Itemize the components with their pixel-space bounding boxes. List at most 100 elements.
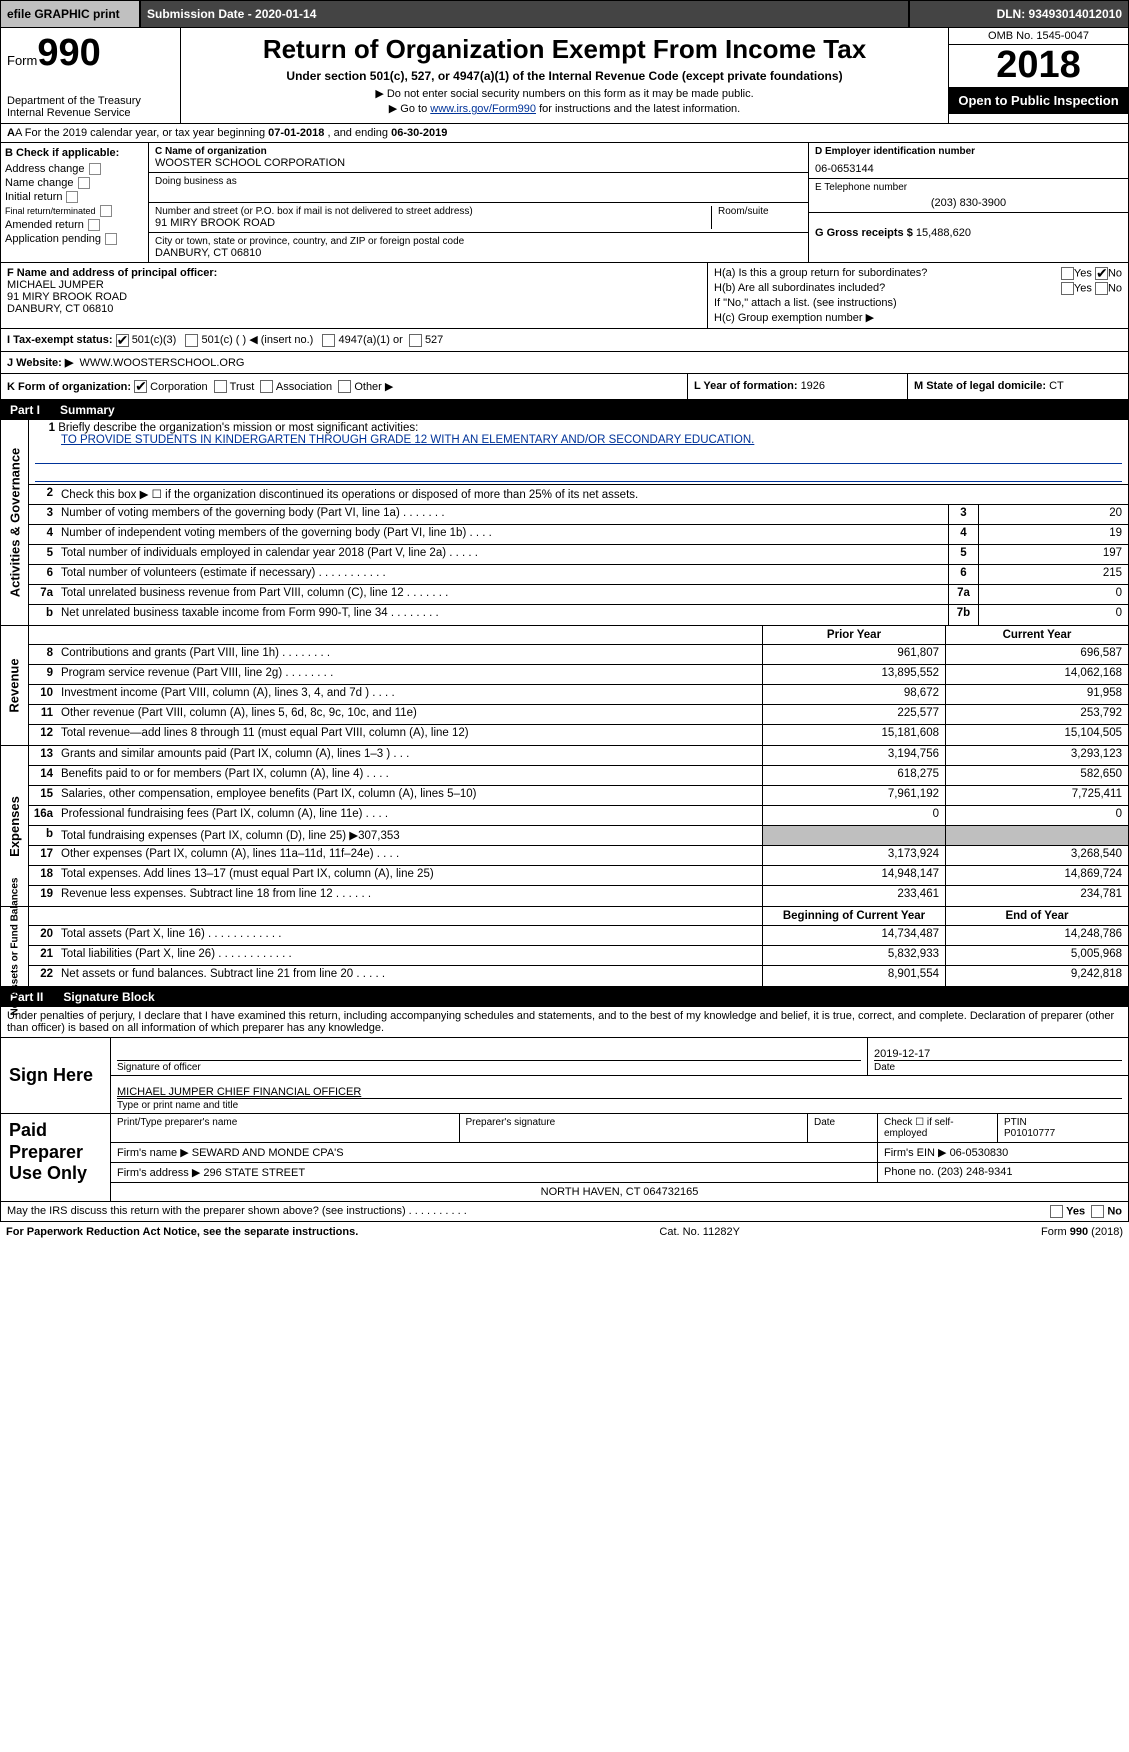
form-header: Form990 Department of the TreasuryIntern… (0, 28, 1129, 124)
chk-501c[interactable] (185, 334, 198, 347)
section-d-e-g: D Employer identification number 06-0653… (808, 143, 1128, 262)
chk-discuss-no[interactable] (1091, 1205, 1104, 1218)
submission-date: Submission Date - 2020-01-14 (140, 0, 909, 28)
table-row: 10Investment income (Part VIII, column (… (29, 685, 1128, 705)
part2-header: Part IISignature Block (0, 987, 1129, 1007)
line7a-val: 0 (978, 585, 1128, 604)
firm-ein: 06-0530830 (950, 1147, 1009, 1159)
org-street: 91 MIRY BROOK ROAD (155, 217, 705, 229)
table-row: 8Contributions and grants (Part VIII, li… (29, 645, 1128, 665)
officer-name: MICHAEL JUMPER (7, 279, 104, 291)
chk-final-return[interactable] (100, 205, 112, 217)
year-formation: 1926 (801, 380, 825, 392)
chk-4947[interactable] (322, 334, 335, 347)
sig-date: 2019-12-17 (874, 1048, 1122, 1060)
chk-group-yes[interactable] (1061, 267, 1074, 280)
chk-group-no[interactable] (1095, 267, 1108, 280)
chk-527[interactable] (409, 334, 422, 347)
chk-discuss-yes[interactable] (1050, 1205, 1063, 1218)
chk-assoc[interactable] (260, 380, 273, 393)
chk-pending[interactable] (105, 233, 117, 245)
row-j: J Website: ▶ WWW.WOOSTERSCHOOL.ORG (0, 352, 1129, 374)
chk-sub-no[interactable] (1095, 282, 1108, 295)
org-city: DANBURY, CT 06810 (155, 247, 802, 259)
table-row: 20Total assets (Part X, line 16) . . . .… (29, 926, 1128, 946)
dept-treasury: Department of the TreasuryInternal Reven… (7, 95, 141, 119)
chk-corp[interactable] (134, 380, 147, 393)
revenue-section: Revenue Prior YearCurrent Year 8Contribu… (0, 626, 1129, 746)
section-b: B Check if applicable: Address change Na… (1, 143, 149, 262)
form-prefix: Form (7, 53, 37, 68)
line5-val: 197 (978, 545, 1128, 564)
line3-val: 20 (978, 505, 1128, 524)
signature-block: Under penalties of perjury, I declare th… (0, 1007, 1129, 1114)
activities-governance: Activities & Governance 1 Briefly descri… (0, 420, 1129, 626)
section-c: C Name of organization WOOSTER SCHOOL CO… (149, 143, 808, 262)
chk-initial-return[interactable] (66, 191, 78, 203)
row-a-tax-year: AA For the 2019 calendar year, or tax ye… (0, 124, 1129, 143)
top-bar: efile GRAPHIC print Submission Date - 20… (0, 0, 1129, 28)
block-b-through-g: B Check if applicable: Address change Na… (0, 143, 1129, 263)
chk-address-change[interactable] (89, 163, 101, 175)
table-row: 16aProfessional fundraising fees (Part I… (29, 806, 1128, 826)
phone-value: (203) 830-3900 (815, 197, 1122, 209)
row-i: I Tax-exempt status: 501(c)(3) 501(c) ( … (0, 329, 1129, 352)
firm-addr: 296 STATE STREET (203, 1167, 305, 1179)
line4-val: 19 (978, 525, 1128, 544)
table-row: 17Other expenses (Part IX, column (A), l… (29, 846, 1128, 866)
form-title: Return of Organization Exempt From Incom… (187, 34, 942, 65)
ein-value: 06-0653144 (815, 163, 1122, 175)
table-row: 11Other revenue (Part VIII, column (A), … (29, 705, 1128, 725)
paid-preparer-label: Paid Preparer Use Only (1, 1114, 111, 1201)
officer-printed-name: MICHAEL JUMPER CHIEF FINANCIAL OFFICER (117, 1086, 1122, 1098)
table-row: 22Net assets or fund balances. Subtract … (29, 966, 1128, 986)
form-sub1: Under section 501(c), 527, or 4947(a)(1)… (187, 69, 942, 83)
table-row: 12Total revenue—add lines 8 through 11 (… (29, 725, 1128, 745)
line6-val: 215 (978, 565, 1128, 584)
table-row: 13Grants and similar amounts paid (Part … (29, 746, 1128, 766)
open-to-public: Open to Public Inspection (949, 87, 1128, 114)
table-row: 18Total expenses. Add lines 13–17 (must … (29, 866, 1128, 886)
table-row: 19Revenue less expenses. Subtract line 1… (29, 886, 1128, 906)
footer-final: For Paperwork Reduction Act Notice, see … (0, 1222, 1129, 1242)
omb-number: OMB No. 1545-0047 (949, 28, 1128, 45)
chk-amended[interactable] (88, 219, 100, 231)
header-left: Form990 Department of the TreasuryIntern… (1, 28, 181, 123)
form-sub3: ▶ Go to www.irs.gov/Form990 for instruct… (187, 102, 942, 115)
firm-phone: (203) 248-9341 (937, 1166, 1012, 1178)
form-number: 990 (37, 32, 100, 74)
mission-text: TO PROVIDE STUDENTS IN KINDERGARTEN THRO… (35, 434, 1122, 446)
tax-year: 2018 (949, 45, 1128, 87)
table-row: bTotal fundraising expenses (Part IX, co… (29, 826, 1128, 846)
efile-label: efile GRAPHIC print (0, 0, 140, 28)
expenses-section: Expenses 13Grants and similar amounts pa… (0, 746, 1129, 907)
irs-link[interactable]: www.irs.gov/Form990 (430, 103, 536, 115)
line7b-val: 0 (978, 605, 1128, 625)
sign-here-label: Sign Here (1, 1038, 111, 1113)
chk-name-change[interactable] (78, 177, 90, 189)
chk-501c3[interactable] (116, 334, 129, 347)
net-assets-section: Net Assets or Fund Balances Beginning of… (0, 907, 1129, 987)
form-sub2: ▶ Do not enter social security numbers o… (187, 87, 942, 100)
table-row: 9Program service revenue (Part VIII, lin… (29, 665, 1128, 685)
row-klm: K Form of organization: Corporation Trus… (0, 374, 1129, 401)
table-row: 21Total liabilities (Part X, line 26) . … (29, 946, 1128, 966)
chk-trust[interactable] (214, 380, 227, 393)
header-mid: Return of Organization Exempt From Incom… (181, 28, 948, 123)
chk-other[interactable] (338, 380, 351, 393)
org-name: WOOSTER SCHOOL CORPORATION (155, 157, 802, 169)
section-h: H(a) Is this a group return for subordin… (708, 263, 1128, 328)
perjury-statement: Under penalties of perjury, I declare th… (1, 1007, 1128, 1038)
paid-preparer-block: Paid Preparer Use Only Print/Type prepar… (0, 1114, 1129, 1202)
state-domicile: CT (1049, 380, 1064, 392)
block-f-h: F Name and address of principal officer:… (0, 263, 1129, 329)
website-value: WWW.WOOSTERSCHOOL.ORG (79, 357, 244, 369)
dln-label: DLN: 93493014012010 (909, 0, 1129, 28)
section-f: F Name and address of principal officer:… (1, 263, 708, 328)
part1-header: Part ISummary (0, 400, 1129, 420)
discuss-row: May the IRS discuss this return with the… (0, 1202, 1129, 1222)
chk-sub-yes[interactable] (1061, 282, 1074, 295)
header-right: OMB No. 1545-0047 2018 Open to Public In… (948, 28, 1128, 123)
firm-name: SEWARD AND MONDE CPA'S (192, 1147, 344, 1159)
gross-receipts: 15,488,620 (916, 227, 971, 239)
